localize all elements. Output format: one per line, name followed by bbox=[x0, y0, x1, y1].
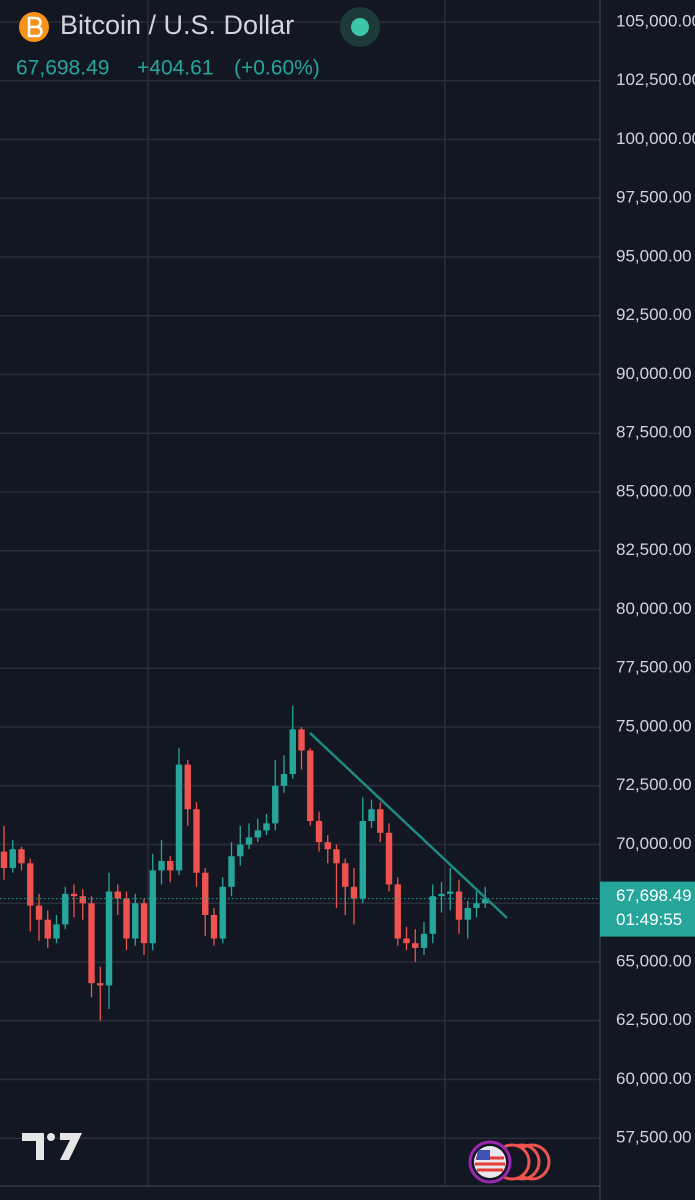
candle-body bbox=[254, 830, 261, 838]
candle-body bbox=[44, 919, 51, 939]
candle-body bbox=[184, 764, 191, 810]
candle-body bbox=[263, 823, 270, 831]
candle-body bbox=[202, 872, 209, 916]
y-tick-label: 87,500.00 bbox=[616, 423, 692, 442]
candle-body bbox=[359, 821, 366, 899]
candle-body bbox=[167, 860, 174, 871]
candle-body bbox=[412, 943, 419, 948]
candle-body bbox=[149, 870, 156, 944]
candle-body bbox=[114, 891, 121, 899]
candle-body bbox=[333, 849, 340, 864]
candle-body bbox=[97, 983, 104, 986]
candle-body bbox=[193, 809, 200, 873]
candle-body bbox=[272, 785, 279, 824]
candle-body bbox=[385, 832, 393, 885]
candle-body bbox=[315, 821, 323, 843]
y-tick-label: 80,000.00 bbox=[616, 599, 692, 618]
candle-body bbox=[237, 844, 244, 857]
candle-body bbox=[175, 764, 183, 871]
candle-body bbox=[27, 863, 34, 906]
tv-logo bbox=[22, 1133, 82, 1160]
candle-body bbox=[79, 896, 86, 904]
candle-body bbox=[158, 860, 165, 871]
y-tick-label: 100,000.00 bbox=[616, 129, 695, 148]
y-tick-label: 95,000.00 bbox=[616, 246, 692, 265]
status-dot bbox=[351, 18, 369, 36]
bitcoin-glyph bbox=[27, 16, 43, 38]
candle-body bbox=[394, 884, 401, 939]
price-badge-label: 67,698.49 bbox=[616, 886, 692, 905]
candle-body bbox=[464, 907, 471, 920]
candle-body bbox=[438, 893, 445, 897]
candle-body bbox=[132, 903, 139, 939]
candle-body bbox=[429, 896, 436, 934]
candle-body bbox=[62, 893, 69, 925]
price-badge bbox=[600, 881, 695, 937]
trend-line bbox=[309, 732, 508, 919]
candle-body bbox=[140, 903, 148, 944]
y-tick-label: 57,500.00 bbox=[616, 1128, 692, 1147]
y-tick-label: 70,000.00 bbox=[616, 834, 692, 853]
y-tick-label: 102,500.00 bbox=[616, 70, 695, 89]
candle-body bbox=[307, 750, 314, 822]
flags-icon bbox=[468, 1140, 551, 1184]
candle-body bbox=[35, 905, 43, 920]
y-tick-label: 65,000.00 bbox=[616, 951, 692, 970]
chart-title: Bitcoin / U.S. Dollar bbox=[60, 10, 294, 40]
candle-body bbox=[9, 849, 16, 869]
candle-body bbox=[473, 903, 480, 908]
y-tick-label: 105,000.00 bbox=[616, 11, 695, 30]
candle-body bbox=[219, 886, 226, 939]
y-tick-label: 62,500.00 bbox=[616, 1010, 692, 1029]
y-tick-label: 90,000.00 bbox=[616, 364, 692, 383]
change-pct: (+0.60%) bbox=[234, 57, 320, 80]
candle-body bbox=[289, 729, 296, 775]
candle-body bbox=[53, 924, 60, 939]
y-tick-label: 97,500.00 bbox=[616, 188, 692, 207]
candle-body bbox=[18, 849, 25, 864]
candle-body bbox=[280, 774, 288, 786]
change: +404.61 bbox=[137, 57, 214, 80]
y-tick-label: 60,000.00 bbox=[616, 1069, 692, 1088]
candle-body bbox=[324, 842, 331, 850]
candle-body bbox=[105, 891, 113, 986]
candle-body bbox=[70, 893, 78, 897]
y-tick-label: 75,000.00 bbox=[616, 716, 692, 735]
price-axis bbox=[600, 0, 695, 1200]
candle-body bbox=[350, 886, 358, 899]
y-tick-label: 85,000.00 bbox=[616, 481, 692, 500]
candle-body bbox=[377, 809, 384, 833]
candles bbox=[0, 705, 600, 1021]
candle-body bbox=[298, 729, 305, 751]
candle-body bbox=[228, 856, 235, 887]
candle-body bbox=[210, 915, 218, 939]
y-tick-label: 77,500.00 bbox=[616, 658, 692, 677]
candle-body bbox=[447, 891, 454, 894]
y-axis: 57,500.0060,000.0062,500.0065,000.0067,5… bbox=[600, 11, 695, 1147]
y-tick-label: 72,500.00 bbox=[616, 775, 692, 794]
y-tick-label: 82,500.00 bbox=[616, 540, 692, 559]
last-price: 67,698.49 bbox=[16, 57, 109, 80]
candle-body bbox=[482, 898, 489, 904]
candle-body bbox=[342, 863, 349, 887]
candle-body bbox=[123, 898, 130, 939]
grid bbox=[0, 21, 600, 1140]
candle-body bbox=[368, 809, 375, 822]
countdown-label: 01:49:55 bbox=[616, 910, 682, 929]
candle-body bbox=[420, 933, 428, 948]
candle-body bbox=[455, 891, 463, 920]
candle-body bbox=[245, 837, 253, 845]
candle-body bbox=[88, 903, 95, 984]
y-tick-label: 92,500.00 bbox=[616, 305, 692, 324]
candle-body bbox=[0, 851, 8, 869]
candle-body bbox=[403, 938, 410, 944]
